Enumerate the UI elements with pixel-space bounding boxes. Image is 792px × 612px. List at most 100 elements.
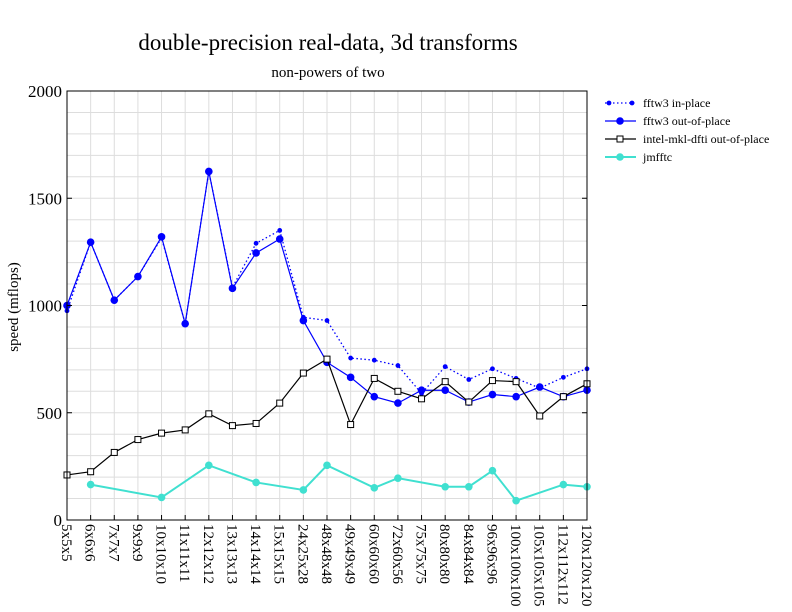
series-point-0 — [466, 377, 472, 382]
series-point-0 — [560, 374, 566, 380]
series-point-3 — [205, 461, 213, 470]
x-tick-label: 100x100x100 — [507, 524, 523, 607]
series-point-0 — [324, 318, 330, 323]
y-tick-label: 2000 — [28, 82, 62, 101]
series-line-3 — [90, 464, 588, 502]
series-point-2 — [559, 393, 567, 401]
series-point-2 — [418, 395, 426, 403]
x-tick-label: 14x14x14 — [247, 524, 263, 585]
series-point-2 — [252, 419, 260, 427]
series-point-1 — [370, 392, 379, 401]
y-tick-label: 1000 — [28, 297, 62, 316]
series-point-2 — [276, 399, 284, 407]
series-point-1 — [299, 316, 308, 325]
legend-swatch-marker — [606, 100, 612, 106]
series-point-3 — [86, 480, 95, 489]
series-point-1 — [417, 386, 426, 395]
series-point-3 — [559, 480, 568, 489]
x-tick-label: 12x12x12 — [200, 524, 216, 584]
x-tick-label: 72x60x56 — [389, 524, 405, 585]
y-tick-label: 1500 — [28, 189, 62, 208]
x-tick-label: 96x96x96 — [483, 524, 499, 585]
x-tick-label: 49x49x49 — [342, 524, 358, 584]
x-tick-label: 48x48x48 — [318, 524, 334, 584]
x-tick-label: 120x120x120 — [578, 524, 594, 607]
series-layer — [63, 167, 591, 505]
series-point-3 — [157, 493, 166, 502]
x-tick-label: 84x84x84 — [460, 524, 476, 585]
x-tick-label: 60x60x60 — [365, 524, 381, 584]
series-point-3 — [465, 482, 473, 491]
legend: fftw3 in-place fftw3 out-of-place intel-mk… — [605, 96, 769, 164]
series-point-2 — [181, 426, 189, 434]
x-axis-ticks: 5x5x5 6x6x6 7x7x7 9x9x9 10x10x10 11x11x11 12x1… — [58, 515, 594, 607]
x-tick-label: 24x25x28 — [294, 524, 310, 584]
series-point-3 — [252, 478, 260, 487]
series-point-0 — [348, 355, 354, 361]
legend-swatch-marker — [616, 135, 624, 143]
series-point-0 — [371, 357, 377, 363]
series-point-2 — [465, 398, 473, 406]
series-point-2 — [110, 448, 118, 456]
series-point-2 — [512, 378, 520, 386]
series-point-2 — [87, 468, 95, 476]
x-tick-label: 75x75x75 — [413, 524, 429, 584]
x-tick-label: 112x112x112 — [554, 524, 570, 605]
series-point-2 — [536, 412, 544, 420]
series-point-1 — [512, 392, 520, 401]
x-tick-label: 80x80x80 — [436, 524, 452, 584]
series-point-1 — [275, 235, 284, 243]
series-point-2 — [370, 374, 378, 382]
legend-swatch-marker — [629, 100, 635, 106]
series-point-2 — [158, 429, 166, 437]
series-point-1 — [228, 284, 237, 293]
x-tick-label: 7x7x7 — [105, 524, 121, 562]
series-point-1 — [86, 238, 95, 247]
chart-title: double-precision real-data, 3d transform… — [138, 30, 517, 55]
series-point-3 — [512, 496, 520, 505]
series-point-3 — [323, 461, 331, 470]
legend-swatch-marker — [616, 153, 624, 161]
grid — [66, 90, 588, 521]
series-point-3 — [394, 474, 402, 482]
series-point-0 — [490, 366, 495, 372]
series-point-1 — [488, 390, 497, 399]
series-point-2 — [205, 410, 213, 418]
legend-swatch-marker — [616, 117, 624, 125]
x-tick-label: 105x105x105 — [531, 524, 547, 607]
legend-label: fftw3 in-place — [643, 96, 710, 110]
series-point-0 — [277, 228, 283, 233]
x-tick-label: 10x10x10 — [153, 524, 169, 584]
series-point-3 — [441, 482, 449, 491]
series-point-1 — [181, 319, 189, 328]
x-tick-label: 13x13x13 — [223, 524, 239, 584]
legend-label: fftw3 out-of-place — [643, 114, 730, 128]
legend-label: intel-mkl-dfti out-of-place — [643, 132, 769, 146]
series-point-3 — [370, 484, 379, 492]
x-tick-label: 15x15x15 — [271, 524, 287, 584]
series-point-1 — [535, 383, 544, 391]
series-point-1 — [346, 373, 355, 382]
series-point-2 — [323, 355, 331, 363]
series-point-2 — [134, 436, 142, 444]
series-point-1 — [110, 296, 119, 304]
series-point-1 — [205, 167, 213, 176]
series-point-0 — [442, 364, 448, 370]
series-point-0 — [253, 240, 259, 246]
x-tick-label: 6x6x6 — [82, 524, 98, 562]
y-tick-label: 0 — [54, 511, 63, 530]
x-tick-label: 5x5x5 — [58, 524, 74, 562]
y-tick-label: 500 — [37, 404, 63, 423]
series-point-2 — [299, 369, 307, 377]
x-tick-label: 9x9x9 — [129, 524, 145, 562]
series-point-1 — [157, 233, 166, 241]
x-tick-label: 11x11x11 — [176, 524, 192, 582]
series-point-0 — [395, 363, 401, 368]
y-axis-ticks: 0 500 1000 1500 2000 — [28, 82, 587, 530]
series-point-1 — [394, 399, 402, 407]
chart-subtitle: non-powers of two — [271, 65, 384, 81]
series-point-1 — [252, 249, 260, 257]
series-point-2 — [488, 377, 496, 385]
series-point-1 — [441, 386, 449, 395]
legend-label: jmfftc — [642, 150, 672, 164]
